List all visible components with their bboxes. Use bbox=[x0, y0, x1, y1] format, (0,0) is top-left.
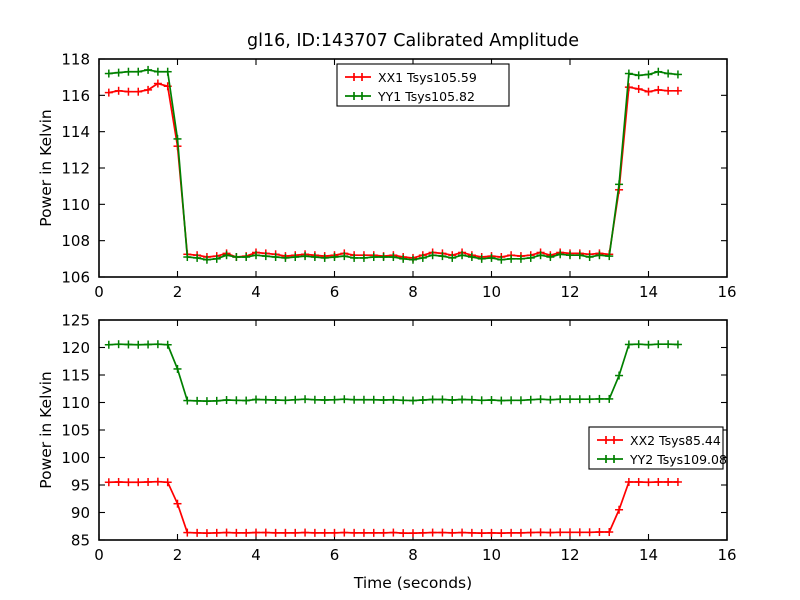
xticklabel-top-8: 16 bbox=[717, 283, 736, 301]
xticklabel-top-5: 10 bbox=[482, 283, 501, 301]
figure-title: gl16, ID:143707 Calibrated Amplitude bbox=[247, 31, 579, 51]
legend-label-bottom-1: YY2 Tsys109.08 bbox=[629, 452, 727, 467]
ylabel-bottom: Power in Kelvin bbox=[37, 371, 55, 488]
xticklabel-bottom-5: 10 bbox=[482, 546, 501, 564]
legend-label-top-0: XX1 Tsys105.59 bbox=[378, 70, 477, 85]
xticklabel-bottom-0: 0 bbox=[94, 546, 104, 564]
xticklabel-top-3: 6 bbox=[330, 283, 340, 301]
series-markers-bottom-0 bbox=[104, 477, 682, 538]
xticklabel-bottom-6: 12 bbox=[560, 546, 579, 564]
legend-entry-bottom-1: YY2 Tsys109.08 bbox=[597, 452, 727, 467]
yticklabel-bottom-4: 105 bbox=[61, 422, 90, 440]
yticklabel-top-0: 106 bbox=[61, 269, 90, 287]
legend-box-top bbox=[336, 63, 510, 107]
panel-top: 0 2 4 6 8 10 12 14 16 106 108 110 112 114 116 118 Power … bbox=[37, 31, 737, 301]
yticklabel-top-2: 110 bbox=[61, 196, 90, 214]
yticklabel-bottom-0: 85 bbox=[71, 532, 90, 550]
yticklabel-top-4: 114 bbox=[61, 123, 90, 141]
xticklabel-bottom-4: 8 bbox=[408, 546, 418, 564]
series-markers-bottom-1 bbox=[104, 340, 682, 406]
yticklabel-bottom-8: 125 bbox=[61, 312, 90, 330]
xticklabel-bottom-3: 6 bbox=[330, 546, 340, 564]
legend-top: XX1 Tsys105.59 YY1 Tsys105.82 bbox=[336, 63, 510, 107]
ylabel-top: Power in Kelvin bbox=[37, 109, 55, 226]
series-markers-top-1 bbox=[104, 65, 682, 264]
panel-bottom: 0 2 4 6 8 10 12 14 16 85 90 95 100 105 110 115 120 125 Pow… bbox=[37, 312, 737, 593]
xlabel-bottom: Time (seconds) bbox=[353, 574, 472, 592]
xticklabel-bottom-1: 2 bbox=[173, 546, 183, 564]
xticklabel-top-0: 0 bbox=[94, 283, 104, 301]
yticklabel-bottom-3: 100 bbox=[61, 449, 90, 467]
series-line-bottom-0 bbox=[108, 480, 678, 534]
yticklabel-top-5: 116 bbox=[61, 87, 90, 105]
xticklabel-top-7: 14 bbox=[639, 283, 658, 301]
yticklabel-bottom-7: 120 bbox=[61, 339, 90, 357]
series-line-top-0 bbox=[108, 82, 678, 259]
yticklabel-bottom-6: 115 bbox=[61, 367, 90, 385]
legend-box-bottom bbox=[588, 426, 724, 470]
xticklabel-top-6: 12 bbox=[560, 283, 579, 301]
xticklabel-bottom-8: 16 bbox=[717, 546, 736, 564]
xticklabel-bottom-7: 14 bbox=[639, 546, 658, 564]
series-markers-top-0 bbox=[104, 79, 682, 262]
yticklabel-bottom-2: 95 bbox=[71, 477, 90, 495]
xticklabel-bottom-2: 4 bbox=[251, 546, 261, 564]
legend-label-bottom-0: XX2 Tsys85.44 bbox=[630, 433, 721, 448]
yticklabel-top-6: 118 bbox=[61, 51, 90, 69]
legend-label-top-1: YY1 Tsys105.82 bbox=[377, 89, 475, 104]
yticklabel-bottom-5: 110 bbox=[61, 394, 90, 412]
xticklabel-top-1: 2 bbox=[173, 283, 183, 301]
yticklabel-bottom-1: 90 bbox=[71, 504, 90, 522]
legend-entry-top-0: XX1 Tsys105.59 bbox=[345, 70, 477, 85]
xticklabel-top-2: 4 bbox=[251, 283, 261, 301]
legend-entry-top-1: YY1 Tsys105.82 bbox=[345, 89, 475, 104]
xticklabel-top-4: 8 bbox=[408, 283, 418, 301]
series-line-bottom-1 bbox=[108, 343, 678, 402]
yticklabel-top-3: 112 bbox=[61, 160, 90, 178]
legend-bottom: XX2 Tsys85.44 YY2 Tsys109.08 bbox=[588, 426, 727, 470]
legend-entry-bottom-0: XX2 Tsys85.44 bbox=[597, 433, 721, 448]
yticklabel-top-1: 108 bbox=[61, 232, 90, 250]
